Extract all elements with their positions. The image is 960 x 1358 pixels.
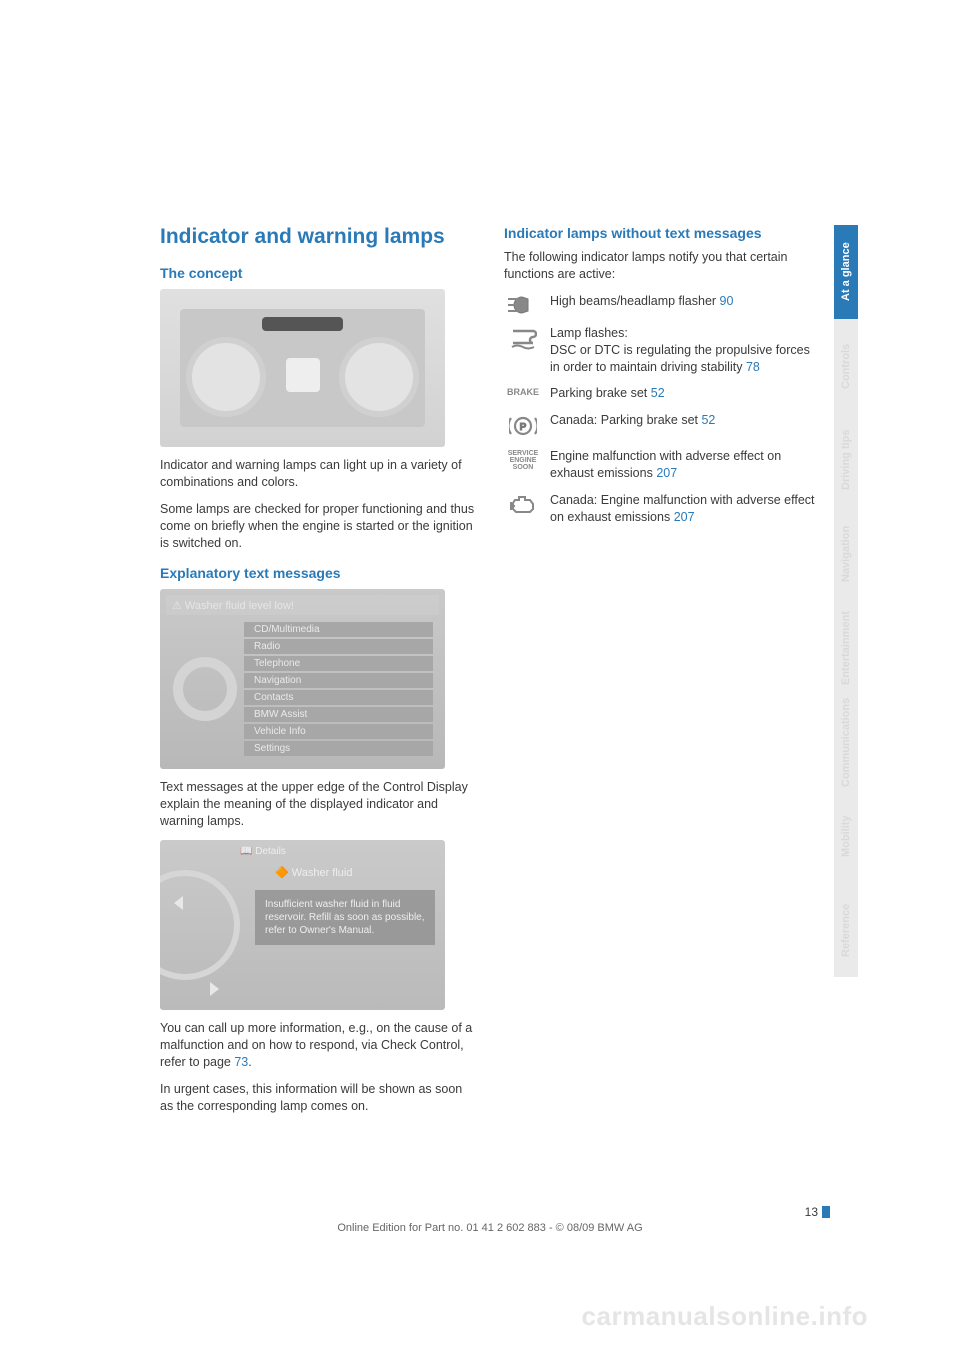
menu-item: Radio [244,639,433,654]
menu-item: BMW Assist [244,707,433,722]
page-number: 13 [805,1205,830,1219]
section-indicators: Indicator lamps without text messages [504,225,820,241]
indicator-row: Lamp flashes: DSC or DTC is regulating t… [504,325,820,376]
right-column: Indicator lamps without text messages Th… [504,225,820,1124]
detail-text: Insufficient washer fluid in fluid reser… [255,890,435,945]
service-engine-text-icon: SERVICEENGINESOON [504,448,542,471]
page-link[interactable]: 52 [651,386,665,400]
menu-list: CD/Multimedia Radio Telephone Navigation… [244,615,439,763]
page-link-73[interactable]: 73 [234,1055,248,1069]
explanatory-p1: Text messages at the upper edge of the C… [160,779,476,830]
concept-p2: Some lamps are checked for proper functi… [160,501,476,552]
explanatory-p3: In urgent cases, this information will b… [160,1081,476,1115]
explanatory-p2: You can call up more information, e.g., … [160,1020,476,1071]
menu-item: Vehicle Info [244,724,433,739]
text: You can call up more information, e.g., … [160,1021,472,1069]
page-link[interactable]: 78 [746,360,760,374]
indicators-intro: The following indicator lamps notify you… [504,249,820,283]
parking-brake-icon: P [504,412,542,438]
tab-reference[interactable]: Reference [834,883,858,977]
indicator-row: BRAKE Parking brake set 52 [504,385,820,402]
indicator-row: SERVICEENGINESOON Engine malfunction wit… [504,448,820,482]
indicator-row: P Canada: Parking brake set 52 [504,412,820,438]
section-concept: The concept [160,265,476,281]
left-column: Indicator and warning lamps The concept … [160,225,476,1124]
page-link[interactable]: 52 [701,413,715,427]
tab-navigation[interactable]: Navigation [834,507,858,601]
watermark: carmanualsonline.info [582,1301,868,1332]
menu-screenshot: ⚠ Washer fluid level low! CD/Multimedia … [160,589,445,769]
text: Canada: Parking brake set [550,413,701,427]
high-beam-icon [504,293,542,315]
detail-tab: 📖 Details [240,846,286,857]
svg-text:P: P [520,422,527,433]
tab-at-a-glance[interactable]: At a glance [834,225,858,319]
dashboard-illustration [160,289,445,447]
detail-title: 🔶 Washer fluid [275,866,352,879]
menu-item: Contacts [244,690,433,705]
page-content: Indicator and warning lamps The concept … [160,225,820,1124]
text: . [248,1055,251,1069]
section-explanatory: Explanatory text messages [160,565,476,581]
dsc-icon [504,325,542,353]
tab-driving-tips[interactable]: Driving tips [834,413,858,507]
text: Parking brake set [550,386,651,400]
page-link[interactable]: 90 [720,294,734,308]
menu-warning: ⚠ Washer fluid level low! [166,595,439,615]
menu-item: Navigation [244,673,433,688]
detail-screenshot: 📖 Details 🔶 Washer fluid Insufficient wa… [160,840,445,1010]
menu-item: CD/Multimedia [244,622,433,637]
menu-item: Settings [244,741,433,756]
indicator-row: High beams/headlamp flasher 90 [504,293,820,315]
tab-controls[interactable]: Controls [834,319,858,413]
menu-item: Telephone [244,656,433,671]
tab-communications[interactable]: Communications [834,695,858,789]
page-link[interactable]: 207 [656,466,677,480]
engine-icon [504,492,542,516]
footer-text: Online Edition for Part no. 01 41 2 602 … [160,1222,820,1234]
brake-text-icon: BRAKE [504,385,542,397]
page-link[interactable]: 207 [674,510,695,524]
indicator-row: Canada: Engine malfunction with adverse … [504,492,820,526]
tab-entertainment[interactable]: Entertainment [834,601,858,695]
text: High beams/headlamp flasher [550,294,720,308]
concept-p1: Indicator and warning lamps can light up… [160,457,476,491]
tab-mobility[interactable]: Mobility [834,789,858,883]
text: Lamp flashes: DSC or DTC is regulating t… [550,326,810,374]
page-title: Indicator and warning lamps [160,225,476,249]
page-marker-icon [822,1206,830,1218]
section-tabs: At a glance Controls Driving tips Naviga… [834,225,858,977]
page-number-value: 13 [805,1205,818,1219]
